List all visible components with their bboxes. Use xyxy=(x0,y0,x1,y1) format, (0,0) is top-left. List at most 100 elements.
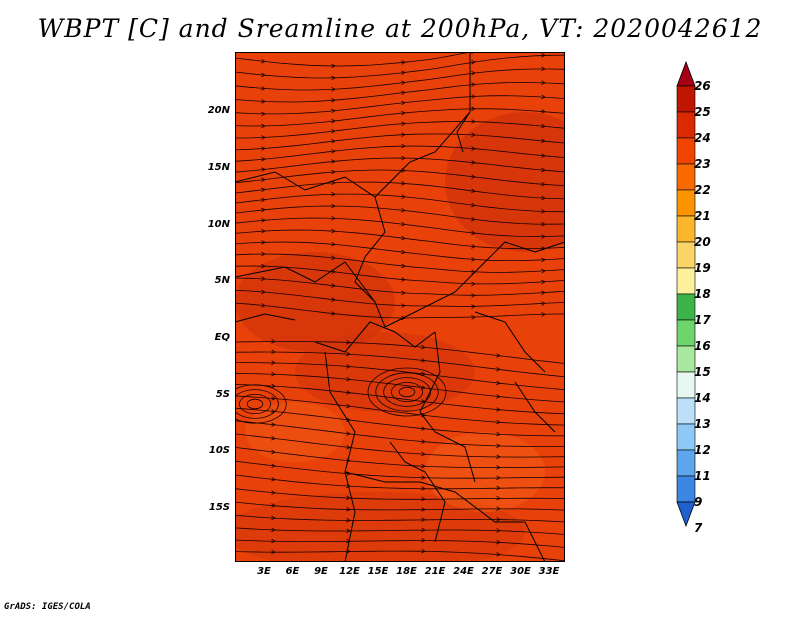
colorbar-swatch xyxy=(676,163,696,191)
wbpt-low-patch xyxy=(425,432,545,512)
streamline-arrow xyxy=(346,403,351,409)
lat-label: 10N xyxy=(207,219,230,230)
colorbar-label: 20 xyxy=(694,235,711,249)
streamline xyxy=(235,522,565,535)
streamline-arrow xyxy=(346,528,351,533)
streamline-arrow xyxy=(541,279,546,285)
streamline xyxy=(235,383,565,415)
streamline xyxy=(235,193,565,213)
streamline-arrow xyxy=(471,146,476,151)
colorbar-label: 24 xyxy=(694,131,711,145)
colorbar-swatch xyxy=(676,111,696,139)
streamline-arrow xyxy=(541,80,546,85)
lat-label: EQ xyxy=(214,332,230,343)
country-border xyxy=(354,196,386,328)
streamline xyxy=(235,534,565,548)
streamline-arrow xyxy=(331,311,336,316)
country-borders xyxy=(235,52,565,562)
streamline-arrow xyxy=(261,240,266,245)
streamline-arrow xyxy=(421,358,426,363)
colorbar-swatch xyxy=(676,241,696,269)
colorbar-swatch xyxy=(676,371,696,399)
streamline xyxy=(235,253,565,273)
country-border xyxy=(324,351,356,562)
streamline-arrow xyxy=(401,60,406,65)
streamline-arrow xyxy=(271,549,276,555)
streamline-arrow xyxy=(496,443,501,448)
streamline-arrow xyxy=(401,277,406,282)
streamline xyxy=(235,498,565,511)
streamline-arrow xyxy=(331,118,336,124)
streamline-map xyxy=(235,52,565,562)
lat-label: 10S xyxy=(208,445,230,456)
streamline xyxy=(235,229,565,250)
streamline-arrow xyxy=(261,157,266,162)
lon-label: 6E xyxy=(285,566,300,577)
streamline-arrow xyxy=(496,394,501,399)
streamline-arrow xyxy=(331,98,336,103)
streamline-arrow xyxy=(331,169,336,175)
streamline-arrow xyxy=(541,312,546,317)
streamline-arrow xyxy=(541,257,546,263)
streamline-arrow xyxy=(401,315,406,321)
streamline-arrow xyxy=(331,63,336,69)
streamline-arrow xyxy=(346,351,351,357)
lon-label: 3E xyxy=(257,566,271,577)
streamline-arrow xyxy=(331,241,336,247)
streamline-arrow xyxy=(271,435,276,441)
streamline-arrow xyxy=(541,221,546,227)
streamline-arrow xyxy=(401,194,406,199)
streamline-arrow xyxy=(496,353,501,358)
streamline-arrow xyxy=(271,503,276,508)
streamline-arrow xyxy=(541,234,546,239)
streamline-arrow xyxy=(401,221,406,227)
streamline-arrow xyxy=(496,407,501,412)
streamline-arrow xyxy=(346,444,351,450)
colorbar-label: 25 xyxy=(694,105,711,119)
streamline-arrow xyxy=(471,257,476,262)
streamline xyxy=(235,181,565,200)
streamline xyxy=(235,241,565,261)
colorbar-label: 11 xyxy=(694,469,711,483)
lon-label: 33E xyxy=(538,566,560,577)
streamline-arrow xyxy=(271,396,276,401)
streamline-arrow xyxy=(261,187,266,193)
streamline-arrow xyxy=(261,218,266,223)
streamline-arrow xyxy=(331,149,336,154)
streamline xyxy=(235,395,565,426)
streamline-arrow xyxy=(421,385,426,390)
streamline xyxy=(235,217,565,238)
streamline-arrow xyxy=(541,53,546,58)
streamline xyxy=(235,341,565,364)
country-border xyxy=(389,441,446,543)
streamline-arrow xyxy=(261,167,266,172)
streamline-arrow xyxy=(496,495,501,501)
streamline-arrow xyxy=(471,188,476,194)
streamline-arrow xyxy=(271,527,276,532)
country-border xyxy=(514,381,556,433)
streamline-arrow xyxy=(541,195,546,201)
colorbar-swatch xyxy=(676,85,696,113)
streamline xyxy=(235,133,565,151)
lat-label: 15N xyxy=(207,162,230,173)
streamline-arrow xyxy=(471,174,476,179)
lon-label: 18E xyxy=(396,566,417,577)
streamline-arrow xyxy=(331,255,336,261)
streamline-arrow xyxy=(471,59,476,65)
streamline xyxy=(235,362,565,391)
streamline-arrow xyxy=(346,417,351,423)
streamline-arrow xyxy=(471,160,476,165)
streamline-arrow xyxy=(421,486,426,491)
colorbar xyxy=(676,60,696,564)
streamline xyxy=(235,486,565,500)
streamline xyxy=(235,433,565,458)
streamline-arrow xyxy=(471,202,476,208)
wbpt-high-patch xyxy=(445,112,565,252)
streamline-vortex xyxy=(390,381,423,402)
streamline-arrow xyxy=(471,244,476,249)
streamline-arrow xyxy=(541,94,546,100)
streamline-arrow xyxy=(401,208,406,213)
streamline-arrow xyxy=(331,228,336,234)
streamline-arrow xyxy=(346,364,351,369)
streamline-arrow xyxy=(496,539,501,545)
